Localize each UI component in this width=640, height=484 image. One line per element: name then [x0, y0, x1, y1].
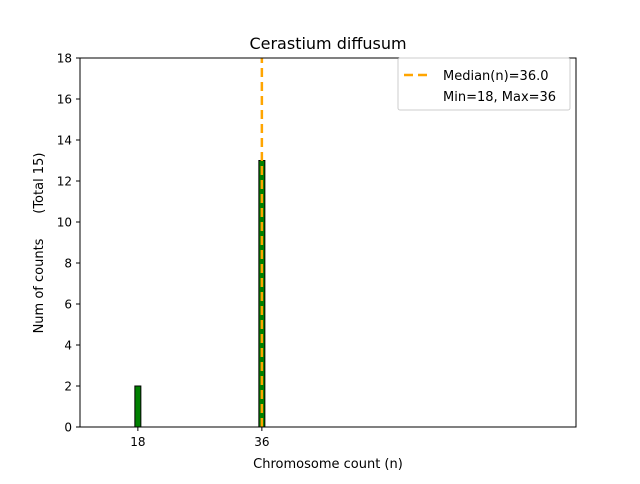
- plot-frame: [79, 57, 577, 428]
- chart-title: Cerastium diffusum: [249, 34, 406, 53]
- legend-frame: [397, 57, 571, 111]
- legend-entry-min-max: Min=18, Max=36: [443, 90, 556, 105]
- y-tick-label-12: 12: [57, 175, 72, 189]
- y-ticks-group: 0 2 4 6 8 10 12 14 16 18: [57, 52, 80, 435]
- y-tick-label-18: 18: [57, 52, 72, 66]
- y-tick-label-4: 4: [64, 339, 72, 353]
- legend-entry-median: Median(n)=36.0: [443, 69, 549, 84]
- y-tick-label-16: 16: [57, 93, 72, 107]
- x-axis-label: Chromosome count (n): [253, 457, 403, 472]
- x-tick-label-36: 36: [254, 435, 269, 449]
- y-tick-label-6: 6: [64, 298, 72, 312]
- y-axis-label: Num of counts (Total 15): [32, 153, 47, 334]
- bar-18: [134, 385, 142, 428]
- axes-group: [79, 57, 577, 428]
- x-ticks-group: 18 36: [130, 427, 270, 449]
- y-tick-label-14: 14: [57, 134, 72, 148]
- bars-group: [134, 160, 286, 428]
- y-tick-label-2: 2: [64, 380, 72, 394]
- x-tick-label-18: 18: [130, 435, 145, 449]
- y-tick-label-8: 8: [64, 257, 72, 271]
- y-tick-label-0: 0: [64, 421, 72, 435]
- y-tick-label-10: 10: [57, 216, 72, 230]
- legend: Median(n)=36.0 Min=18, Max=36: [397, 57, 571, 111]
